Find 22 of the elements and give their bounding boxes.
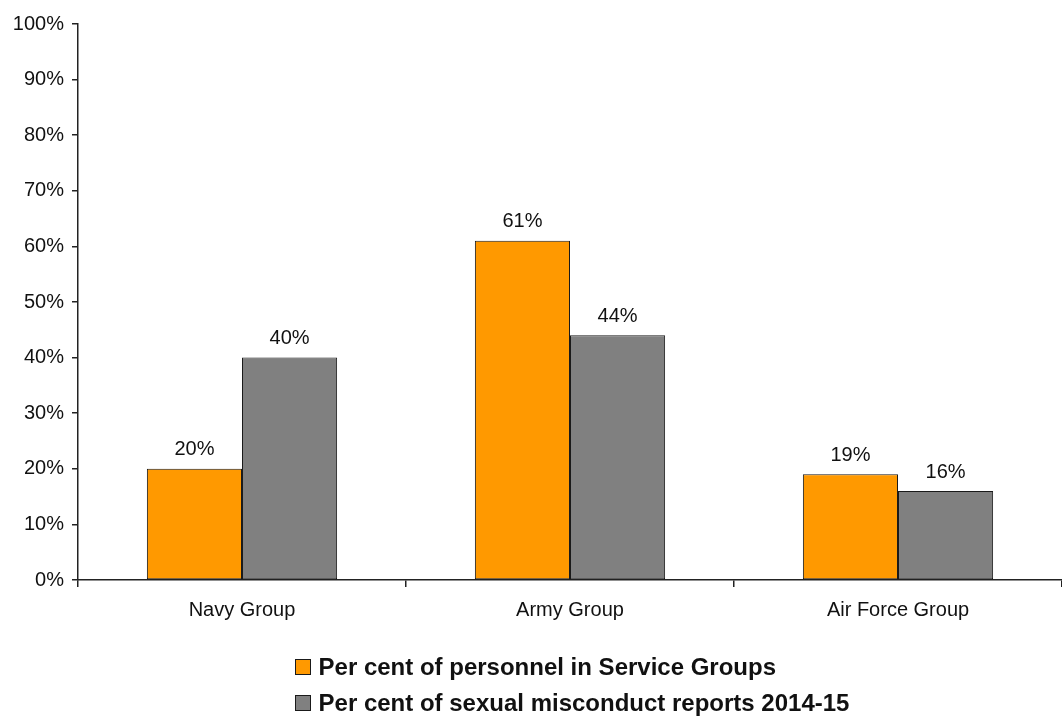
y-tick-label: 70% [23, 178, 65, 201]
y-tick-label: 60% [23, 233, 65, 256]
y-tick-label: 10% [23, 511, 65, 534]
y-tick-label: 50% [23, 289, 65, 312]
data-label: 40% [269, 326, 310, 349]
y-tick-label: 40% [23, 345, 65, 368]
data-label: 16% [925, 459, 966, 482]
data-label: 20% [174, 437, 215, 460]
x-tick-label: Navy Group [188, 597, 296, 620]
data-label: 19% [830, 442, 871, 465]
y-tick-label: 90% [23, 67, 65, 90]
y-tick-label: 80% [23, 122, 65, 145]
x-tick-label: Air Force Group [826, 597, 970, 620]
y-tick-label: 100% [12, 11, 65, 34]
legend-label: Per cent of personnel in Service Groups [318, 653, 777, 681]
y-tick-label: 0% [35, 567, 65, 590]
y-tick-label: 30% [23, 400, 65, 423]
x-tick-label: Army Group [516, 597, 624, 620]
data-label: 61% [502, 209, 543, 232]
data-label: 44% [597, 303, 638, 326]
y-tick-label: 20% [23, 456, 65, 479]
legend-label: Per cent of sexual misconduct reports 2014-15 [318, 689, 850, 717]
